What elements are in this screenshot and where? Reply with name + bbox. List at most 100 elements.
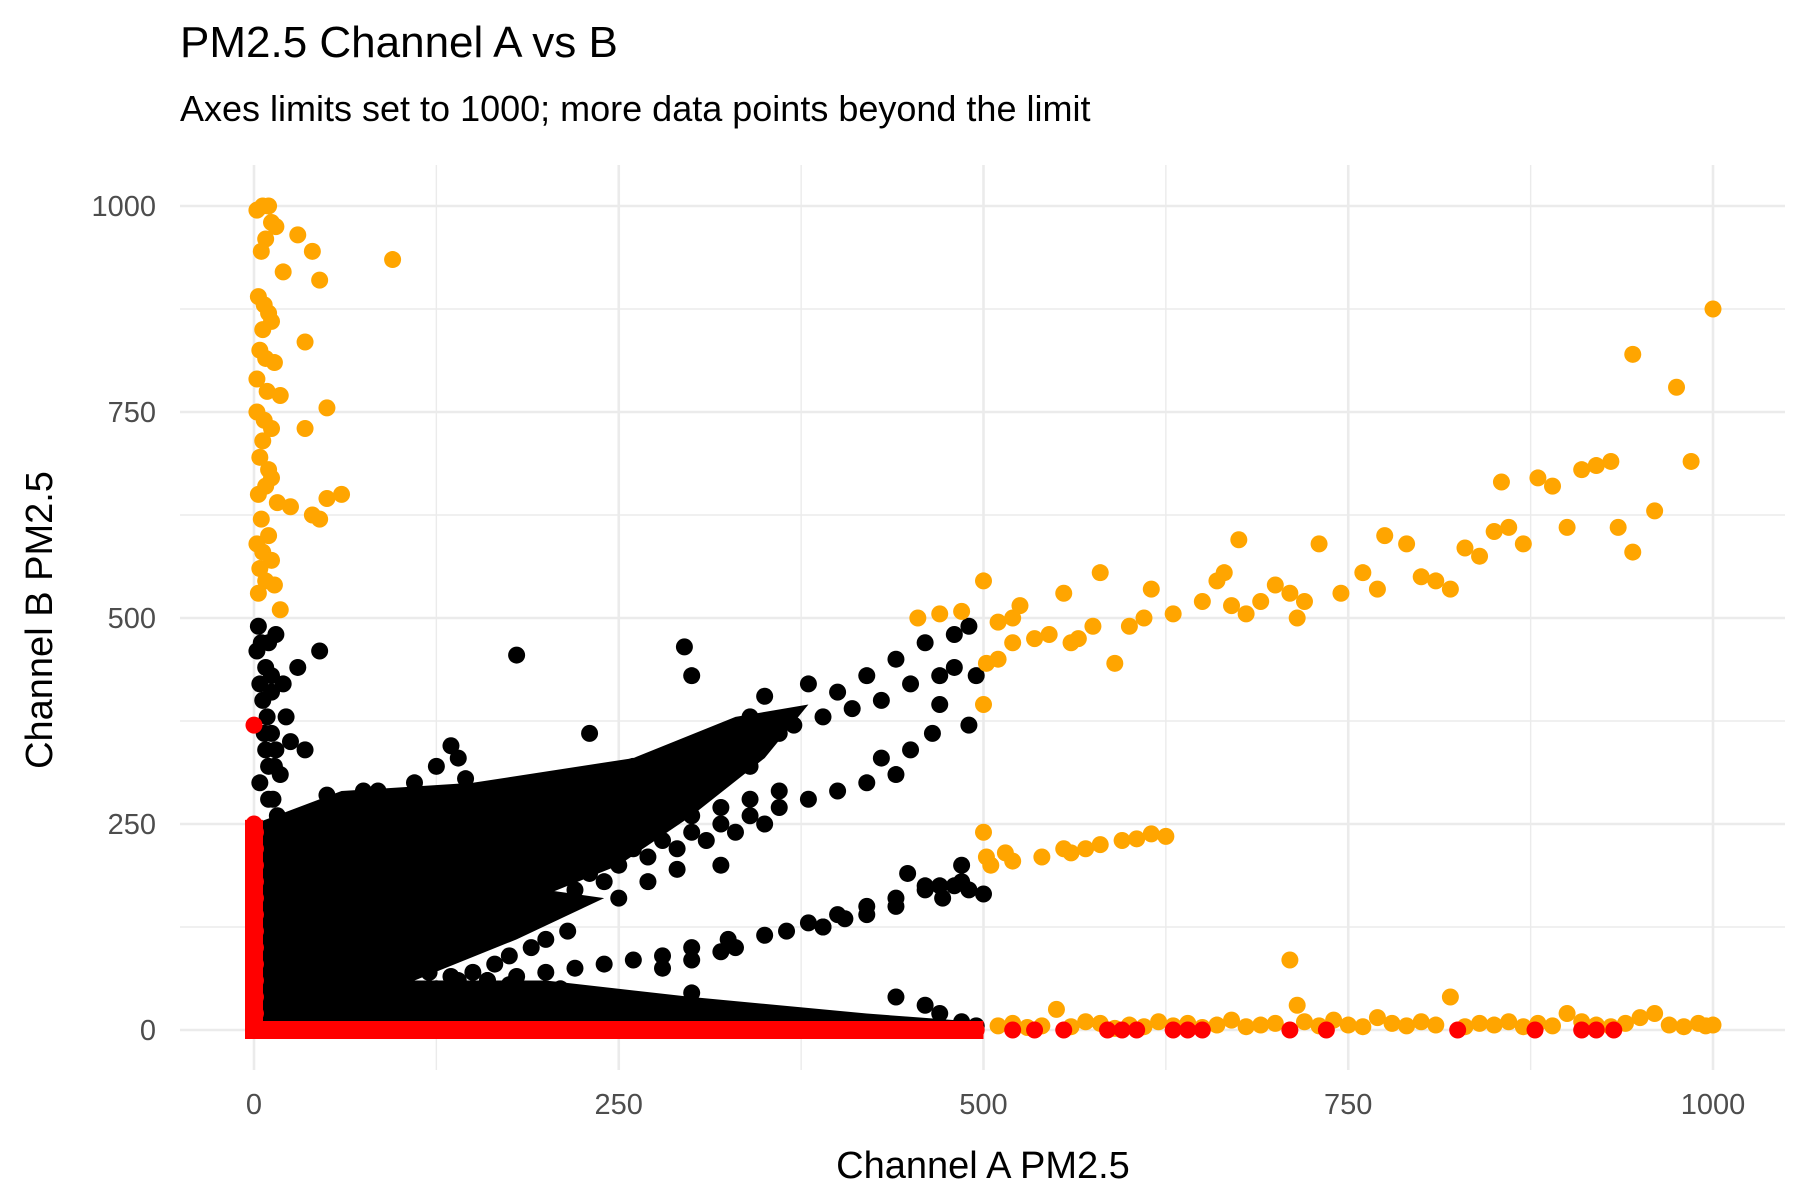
data-point-orange [1427, 1016, 1445, 1034]
data-point-black [785, 716, 803, 734]
data-point-black [493, 856, 511, 874]
data-point-black [264, 790, 282, 808]
data-point-orange [1128, 830, 1146, 848]
y-tick-label: 500 [108, 603, 156, 635]
data-point-black [376, 992, 394, 1010]
data-point-orange [1295, 593, 1313, 611]
data-point-black [449, 914, 467, 932]
data-point-red [1113, 1021, 1131, 1039]
data-point-black [251, 675, 269, 693]
data-point-black [384, 1005, 402, 1023]
data-point-orange [1142, 825, 1160, 843]
data-point-black [741, 757, 759, 775]
data-point-orange [1500, 1013, 1518, 1031]
data-point-orange [1427, 572, 1445, 590]
data-point-black [500, 976, 518, 994]
data-point-orange [1558, 518, 1576, 536]
data-point-orange [1091, 836, 1109, 854]
data-point-orange [1485, 1016, 1503, 1034]
data-point-black [420, 930, 438, 948]
data-point-orange [1069, 630, 1087, 648]
data-point-black [420, 963, 438, 981]
x-axis-title: Channel A PM2.5 [836, 1145, 1130, 1187]
data-point-black [624, 757, 642, 775]
data-point-black [712, 799, 730, 817]
data-point-red [1193, 1021, 1211, 1039]
data-point-black [741, 708, 759, 726]
data-point-black [923, 724, 941, 742]
data-point-black [654, 831, 672, 849]
data-point-orange [1704, 1016, 1722, 1034]
data-point-orange [1288, 609, 1306, 627]
data-point-orange [311, 510, 329, 528]
data-point-black [464, 963, 482, 981]
data-point-black [697, 733, 715, 751]
data-point-black [566, 881, 584, 899]
data-point-orange [318, 490, 336, 508]
data-point-black [464, 992, 482, 1010]
data-point-black [617, 1000, 635, 1018]
data-point-orange [1113, 831, 1131, 849]
data-point-black [260, 906, 278, 924]
data-point-black [405, 906, 423, 924]
red-band-horizontal [245, 1021, 984, 1039]
data-point-orange [296, 333, 314, 351]
data-point-black [778, 922, 796, 940]
data-point-black [522, 939, 540, 957]
data-point-orange [1026, 630, 1044, 648]
data-point-orange [1288, 996, 1306, 1014]
data-point-orange [989, 613, 1007, 631]
data-point-black [741, 807, 759, 825]
data-point-red [1099, 1021, 1117, 1039]
data-point-black [303, 980, 321, 998]
data-point-black [770, 782, 788, 800]
data-point-orange [1602, 452, 1620, 470]
data-point-black [595, 848, 613, 866]
data-point-orange [1157, 827, 1175, 845]
data-point-orange [263, 419, 281, 437]
data-point-orange [1142, 580, 1160, 598]
data-point-black [697, 831, 715, 849]
data-point-orange [1492, 473, 1510, 491]
data-point-black [442, 737, 460, 755]
data-point-black [267, 625, 285, 643]
data-point-black [683, 939, 701, 957]
data-point-orange [989, 1017, 1007, 1035]
data-point-black [712, 856, 730, 874]
data-point-black [286, 831, 304, 849]
data-point-black [960, 716, 978, 734]
data-point-black [277, 914, 295, 932]
data-point-black [916, 877, 934, 895]
data-point-black [624, 790, 642, 808]
data-point-red [1317, 1021, 1335, 1039]
data-point-black [391, 943, 409, 961]
data-point-orange [1281, 951, 1299, 969]
data-point-black [916, 996, 934, 1014]
data-point-orange [1609, 518, 1627, 536]
data-point-red [1526, 1021, 1544, 1039]
data-point-red [245, 716, 263, 734]
data-point-black [333, 967, 351, 985]
data-point-black [624, 951, 642, 969]
data-point-orange [1646, 1005, 1664, 1023]
data-point-black [311, 642, 329, 660]
data-point-orange [1252, 1016, 1270, 1034]
data-point-black [369, 955, 387, 973]
data-point-black [902, 675, 920, 693]
data-point-orange [1558, 1005, 1576, 1023]
data-point-black [799, 790, 817, 808]
data-point-orange [289, 226, 307, 244]
data-point-red [1004, 1021, 1022, 1039]
data-point-orange [975, 572, 992, 590]
x-tick-label: 0 [246, 1089, 262, 1121]
data-point-black [249, 617, 267, 635]
data-point-black [537, 873, 555, 891]
data-point-orange [1544, 477, 1562, 495]
data-point-black [639, 873, 657, 891]
data-point-black [683, 667, 701, 685]
data-point-orange [975, 696, 992, 714]
data-point-black [858, 667, 876, 685]
y-axis-title: Channel B PM2.5 [19, 471, 61, 769]
data-point-black [683, 984, 701, 1002]
x-tick-label: 500 [959, 1089, 1007, 1121]
